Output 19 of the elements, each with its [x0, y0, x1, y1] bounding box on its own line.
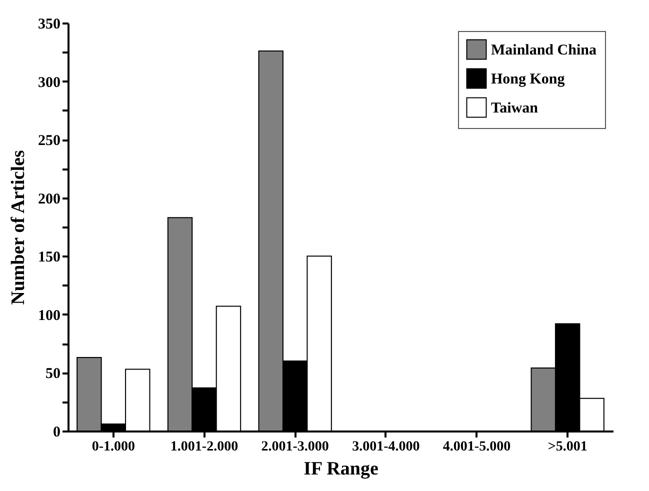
y-tick-label: 150: [38, 250, 60, 266]
y-tick-label: 50: [46, 366, 60, 382]
x-tick-label: 2.001-3.000: [261, 440, 329, 454]
y-tick-label: 200: [38, 191, 60, 208]
legend-label: Taiwan: [491, 100, 539, 116]
y-tick-label: 250: [38, 133, 60, 150]
x-tick-label: 0-1.000: [92, 440, 136, 454]
legend-label: Hong Kong: [491, 72, 566, 88]
x-axis-title: IF Range: [304, 458, 378, 480]
y-tick-label: 350: [38, 16, 60, 32]
x-tick-label: 3.001-4.000: [352, 440, 420, 454]
y-tick-label: 0: [53, 424, 60, 440]
y-tick-label: 300: [38, 74, 60, 91]
x-tick-label: 4.001-5.000: [442, 440, 511, 454]
y-axis-title: Number of Articles: [8, 150, 29, 305]
x-tick-label: 1.001-2.000: [170, 440, 238, 454]
legend-label: Mainland China: [491, 42, 597, 58]
x-tick-label: >5.001: [548, 440, 588, 454]
y-tick-label: 100: [38, 308, 60, 324]
